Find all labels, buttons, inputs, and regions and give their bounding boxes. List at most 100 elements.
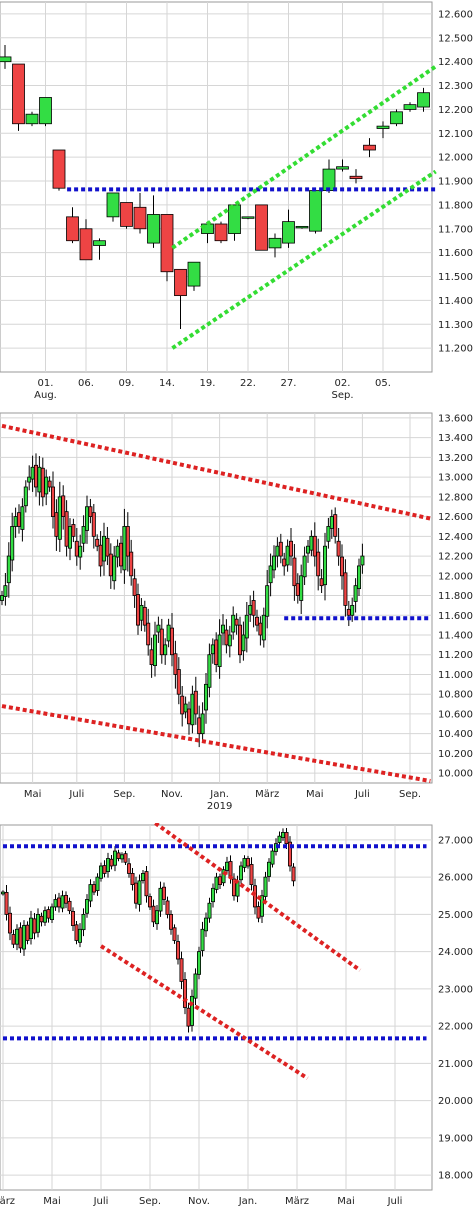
middle-candle-body xyxy=(71,524,76,537)
bottom-candle-body xyxy=(137,880,142,905)
top-x-tick-label: 22. xyxy=(240,378,256,389)
bottom-candle-body xyxy=(32,918,37,934)
middle-candle-body xyxy=(180,695,185,715)
middle-y-tick-label: 13.200 xyxy=(438,453,473,464)
middle-candle-body xyxy=(98,544,103,567)
middle-candle-body xyxy=(350,604,355,616)
bottom-candle-body xyxy=(242,858,247,868)
top-y-tick-label: 12.300 xyxy=(438,81,473,92)
middle-candle-body xyxy=(78,545,83,558)
top-candle-body xyxy=(52,149,66,189)
top-candle-body xyxy=(66,216,79,242)
middle-candle-body xyxy=(312,535,317,557)
bottom-y-tick-label: 23.000 xyxy=(438,984,473,995)
middle-candle-body xyxy=(163,644,168,656)
middle-candle-body xyxy=(346,608,351,616)
middle-candle-body xyxy=(3,585,8,597)
bottom-y-tick-label: 18.000 xyxy=(438,1171,473,1182)
middle-y-tick-label: 10.600 xyxy=(438,709,473,720)
top-candle-body xyxy=(120,202,133,227)
middle-candle-body xyxy=(210,644,215,655)
bottom-x-tick-label: März xyxy=(285,1196,309,1206)
bottom-candle-body xyxy=(53,899,58,908)
bottom-y-tick-label: 20.000 xyxy=(438,1096,473,1107)
middle-candle-body xyxy=(47,480,52,488)
top-y-tick-label: 11.600 xyxy=(438,248,473,259)
bottom-y-tick-label: 26.000 xyxy=(438,873,473,884)
middle-candle-body xyxy=(203,683,208,711)
middle-candle-body xyxy=(81,526,86,544)
middle-candle-body xyxy=(57,496,62,540)
middle-candle-body xyxy=(115,545,120,558)
bottom-candle-body xyxy=(106,858,111,872)
middle-candle-body xyxy=(64,511,69,547)
middle-candle-body xyxy=(265,585,270,617)
middle-candle-body xyxy=(339,556,344,577)
candlestick-chart-bottom: 27.000 26.000 25.000 24.000 23.000 22.000 21.0… xyxy=(0,823,473,1206)
bottom-x-tick-label: Sep. xyxy=(139,1196,161,1206)
top-y-tick-label: 11.500 xyxy=(438,272,473,283)
bottom-y-tick-label: 22.000 xyxy=(438,1022,473,1033)
top-y-tick-label: 11.700 xyxy=(438,224,473,235)
middle-candle-body xyxy=(302,555,307,578)
bottom-candle-body xyxy=(256,906,261,919)
middle-y-tick-label: 10.400 xyxy=(438,729,473,740)
middle-candle-body xyxy=(220,624,225,634)
middle-candle-body xyxy=(13,516,18,527)
middle-candle-body xyxy=(322,545,327,586)
middle-candle-body xyxy=(193,690,198,715)
bottom-candle-body xyxy=(28,917,33,939)
bottom-y-tick-label: 21.000 xyxy=(438,1059,473,1070)
middle-x-tick-label: Sep. xyxy=(399,789,421,800)
bottom-candle-body xyxy=(74,924,79,941)
middle-candle-body xyxy=(125,526,130,557)
middle-x-tick-label: März xyxy=(255,789,279,800)
middle-candle-body xyxy=(146,622,151,646)
top-candle-body xyxy=(241,216,255,219)
middle-candle-body xyxy=(309,535,314,551)
middle-candle-body xyxy=(183,703,188,713)
middle-candle-body xyxy=(152,634,157,666)
bottom-candle-body xyxy=(43,910,48,923)
bottom-candle-body xyxy=(214,876,219,890)
bottom-candle-body xyxy=(196,951,201,975)
middle-candle-body xyxy=(149,649,154,666)
middle-x-sub-label: 2019 xyxy=(207,801,232,812)
bottom-candle-body xyxy=(50,906,55,921)
bottom-candle-body xyxy=(266,861,271,877)
top-x-tick-label: 27. xyxy=(281,378,297,389)
bottom-candle-body xyxy=(221,869,226,884)
bottom-candle-body xyxy=(60,895,65,909)
middle-candle-body xyxy=(132,578,137,596)
bottom-candle-body xyxy=(193,973,198,999)
bottom-candle-body xyxy=(140,873,145,881)
middle-plot-frame xyxy=(0,412,433,784)
middle-candle-body xyxy=(122,526,127,571)
middle-y-tick-label: 11.000 xyxy=(438,670,473,681)
middle-candle-body xyxy=(27,476,32,483)
middle-grid xyxy=(0,413,432,783)
middle-candle-body xyxy=(214,639,219,666)
bottom-candle-body xyxy=(102,865,107,874)
middle-candle-body xyxy=(275,545,280,557)
bottom-candle-body xyxy=(207,902,212,919)
bottom-candle-body xyxy=(284,832,289,845)
bottom-candle-body xyxy=(217,876,222,885)
middle-candle-body xyxy=(61,495,66,517)
bottom-candle-body xyxy=(11,934,16,945)
bottom-candle-body xyxy=(175,941,180,960)
top-trend-green-line xyxy=(171,169,437,350)
bottom-candle-body xyxy=(133,882,138,904)
middle-x-tick-label: Mai xyxy=(24,789,42,800)
bottom-candle-body xyxy=(116,852,121,859)
middle-candle-body xyxy=(186,708,191,725)
top-candle-body xyxy=(79,228,93,261)
top-candle-body xyxy=(133,206,147,230)
top-x-tick-label: 05. xyxy=(375,378,391,389)
middle-y-tick-label: 10.800 xyxy=(438,690,473,701)
top-x-tick-label: 02. xyxy=(335,378,351,389)
middle-candle-body xyxy=(248,604,253,615)
top-candle-body xyxy=(147,214,160,244)
top-x-tick-label: 01. xyxy=(38,378,54,389)
middle-candle-body xyxy=(319,578,324,587)
